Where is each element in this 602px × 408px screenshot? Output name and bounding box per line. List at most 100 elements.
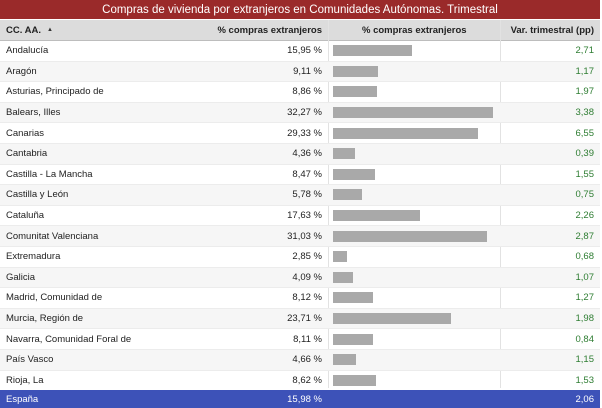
table-row: Cantabria 4,36 % 0,39 [0, 143, 600, 165]
bar-cell [333, 268, 498, 288]
bar-mark [333, 189, 362, 201]
table-row: Murcia, Región de 23,71 % 1,98 [0, 308, 600, 330]
bar-cell [333, 62, 498, 82]
region-pct: 8,47 % [292, 168, 322, 180]
region-pct: 31,03 % [287, 230, 322, 242]
region-name: Murcia, Región de [6, 313, 84, 325]
region-name: Asturias, Principado de [6, 86, 104, 98]
region-var: 1,07 [575, 271, 595, 283]
bar-cell [333, 82, 498, 102]
region-pct: 23,71 % [287, 313, 322, 325]
region-name: Cantabria [6, 148, 48, 160]
bar-cell [333, 247, 498, 267]
region-var: 1,17 [575, 65, 595, 77]
region-var: 1,27 [575, 292, 595, 304]
region-name: Galicia [6, 271, 36, 283]
region-name: Balears, Illes [6, 107, 61, 119]
chart-title: Compras de vivienda por extranjeros en C… [0, 0, 600, 19]
region-pct: 8,86 % [292, 86, 322, 98]
header-bar[interactable]: % compras extranjeros [362, 24, 467, 36]
bar-mark [333, 107, 493, 119]
region-pct: 4,09 % [292, 271, 322, 283]
table-row: Madrid, Comunidad de 8,12 % 1,27 [0, 288, 600, 309]
region-name: Navarra, Comunidad Foral de [6, 333, 132, 345]
bar-mark [333, 374, 376, 386]
table-row: Extremadura 2,85 % 0,68 [0, 247, 600, 268]
region-name: Castilla y León [6, 189, 69, 201]
bar-mark [333, 354, 357, 366]
table-row: Galicia 4,09 % 1,07 [0, 267, 600, 289]
region-var: 2,26 [575, 210, 595, 222]
bar-cell [333, 165, 498, 185]
region-var: 1,55 [575, 168, 595, 180]
bar-cell [333, 288, 498, 308]
bar-cell [333, 144, 498, 164]
region-var: 0,68 [575, 251, 595, 263]
bar-mark [333, 271, 354, 283]
header-pct[interactable]: % compras extranjeros [217, 24, 322, 36]
region-var: 1,97 [575, 86, 595, 98]
region-var: 2,87 [575, 230, 595, 242]
region-name: Rioja, La [6, 374, 44, 386]
bar-mark [333, 148, 355, 160]
bar-mark [333, 168, 375, 180]
header-var[interactable]: Var. trimestral (pp) [510, 24, 594, 36]
region-var: 0,84 [575, 333, 595, 345]
bar-cell [333, 185, 498, 205]
table-row: Aragón 9,11 % 1,17 [0, 61, 600, 83]
bar-mark [333, 86, 377, 98]
header-region-label: CC. AA. [6, 24, 42, 36]
region-var: 1,15 [575, 354, 595, 366]
bar-mark [333, 230, 487, 242]
table-row: País Vasco 4,66 % 1,15 [0, 349, 600, 371]
region-name: Extremadura [6, 251, 61, 263]
region-pct: 29,33 % [287, 127, 322, 139]
total-name: España [6, 393, 39, 405]
region-var: 0,39 [575, 148, 595, 160]
bar-cell [333, 329, 498, 349]
region-pct: 8,12 % [292, 292, 322, 304]
region-var: 1,53 [575, 374, 595, 386]
table-row: Canarias 29,33 % 6,55 [0, 123, 600, 144]
region-pct: 15,95 % [287, 45, 322, 57]
bar-cell [333, 309, 498, 329]
sort-ascending-icon[interactable]: ▲ [47, 27, 53, 33]
table-row: Castilla y León 5,78 % 0,75 [0, 185, 600, 206]
bar-cell [333, 41, 498, 61]
bar-mark [333, 251, 348, 263]
bar-mark [333, 65, 379, 77]
region-name: Castilla - La Mancha [6, 168, 93, 180]
table-row: Comunitat Valenciana 31,03 % 2,87 [0, 226, 600, 247]
bar-mark [333, 127, 479, 139]
bar-mark [333, 313, 451, 325]
bar-mark [333, 45, 413, 57]
table-row: Castilla - La Mancha 8,47 % 1,55 [0, 165, 600, 186]
region-pct: 5,78 % [292, 189, 322, 201]
region-var: 2,71 [575, 45, 595, 57]
region-var: 0,75 [575, 189, 595, 201]
region-pct: 17,63 % [287, 210, 322, 222]
bar-mark [333, 333, 374, 345]
region-name: Aragón [6, 65, 37, 77]
region-name: Andalucía [6, 45, 49, 57]
table-row: Balears, Illes 32,27 % 3,38 [0, 102, 600, 124]
region-pct: 9,11 % [293, 65, 322, 77]
region-var: 3,38 [575, 107, 595, 119]
region-pct: 8,11 % [293, 333, 322, 345]
region-pct: 4,66 % [292, 354, 322, 366]
region-name: Comunitat Valenciana [6, 230, 99, 242]
region-var: 1,98 [575, 313, 595, 325]
bar-cell [333, 350, 498, 370]
region-pct: 4,36 % [292, 148, 322, 160]
region-name: País Vasco [6, 354, 54, 366]
table-body: Andalucía 15,95 % 2,71 Aragón 9,11 % 1,17 Astu… [0, 41, 600, 392]
bar-mark [333, 210, 421, 222]
region-var: 6,55 [575, 127, 595, 139]
total-pct: 15,98 % [287, 393, 322, 405]
region-pct: 32,27 % [287, 107, 322, 119]
total-var: 2,06 [575, 393, 595, 405]
region-pct: 2,85 % [292, 251, 322, 263]
table-header: CC. AA. ▲ % compras extranjeros % compra… [0, 20, 600, 41]
header-region[interactable]: CC. AA. ▲ [6, 20, 53, 40]
